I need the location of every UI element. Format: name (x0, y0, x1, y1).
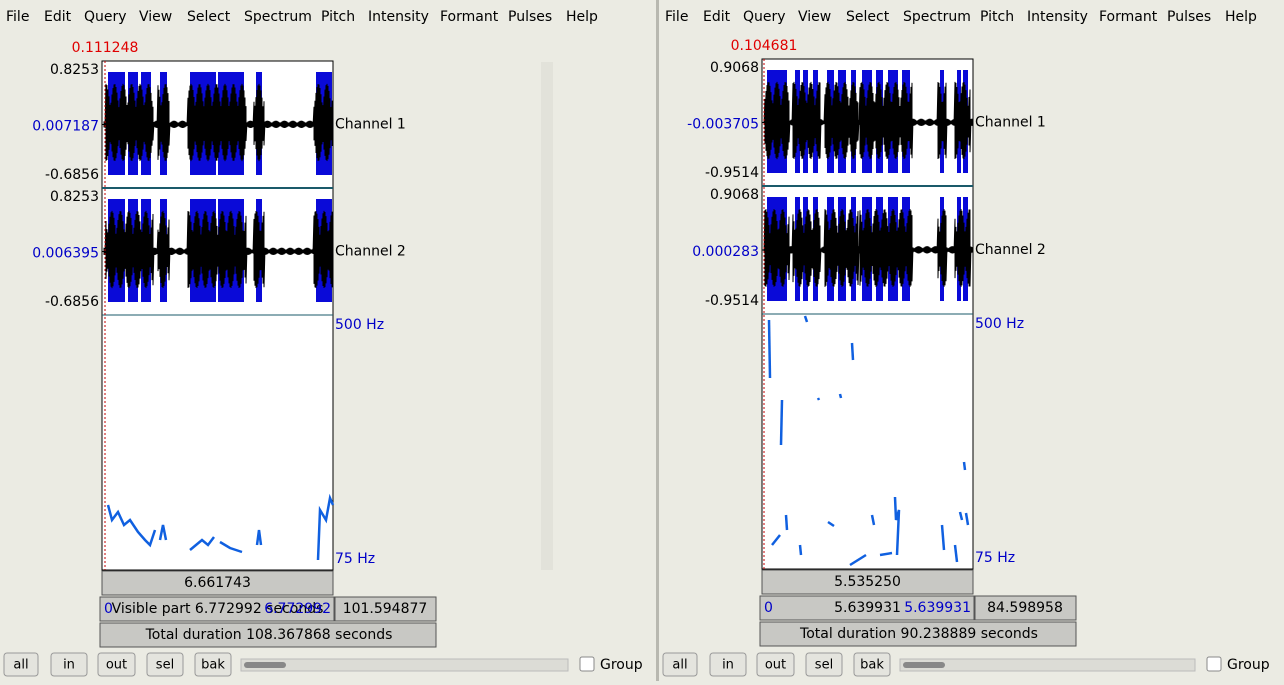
button-label[interactable]: sel (815, 658, 833, 673)
cursor-time: 0.111248 (72, 40, 139, 56)
menu-item[interactable]: Formant (1099, 9, 1158, 25)
menu-item[interactable]: Edit (703, 9, 731, 25)
pitch-contour (781, 400, 782, 445)
menu-item[interactable]: Pulses (508, 9, 552, 25)
scrollbar[interactable] (241, 659, 568, 671)
button-label[interactable]: in (63, 658, 75, 673)
button-label[interactable]: out (765, 658, 786, 673)
scrollbar-thumb[interactable] (244, 662, 286, 668)
selection-duration: 5.535250 (834, 574, 901, 590)
button-label[interactable]: out (106, 658, 127, 673)
menu-item[interactable]: Pulses (1167, 9, 1211, 25)
button-label[interactable]: bak (860, 658, 884, 673)
menu-item[interactable]: Pitch (321, 9, 355, 25)
visible-start: 0 (764, 600, 773, 616)
channel-max: 0.8253 (50, 62, 99, 78)
group-checkbox[interactable] (580, 657, 594, 671)
pitch-bottom: 75 Hz (975, 550, 1015, 566)
menu-item[interactable]: Help (1225, 9, 1257, 25)
group-checkbox[interactable] (1207, 657, 1221, 671)
menu-item[interactable]: Query (84, 9, 127, 25)
after-duration: 84.598958 (987, 600, 1063, 616)
cursor-time: 0.104681 (731, 38, 798, 54)
channel-name: Channel 2 (975, 242, 1046, 258)
pitch-contour (786, 515, 787, 530)
pitch-contour (964, 462, 965, 470)
total-duration: Total duration 90.238889 seconds (799, 626, 1038, 642)
menu-item[interactable]: Intensity (368, 9, 429, 25)
channel-mid: -0.003705 (687, 117, 759, 133)
menu-item[interactable]: Spectrum (903, 9, 971, 25)
pitch-contour (769, 320, 770, 378)
menu-item[interactable]: File (6, 9, 29, 25)
channel-name: Channel 1 (975, 115, 1046, 131)
channel-max: 0.8253 (50, 189, 99, 205)
button-label[interactable]: all (672, 658, 687, 673)
menu-item[interactable]: View (798, 9, 831, 25)
pitch-contour (800, 545, 801, 555)
pitch-contour (852, 343, 853, 360)
channel-max: 0.9068 (710, 60, 759, 76)
button-label[interactable]: bak (201, 658, 225, 673)
button-label[interactable]: in (722, 658, 734, 673)
menu-item[interactable]: File (665, 9, 688, 25)
group-label[interactable]: Group (1227, 657, 1270, 673)
channel-min: -0.9514 (705, 165, 759, 181)
pitch-top: 500 Hz (335, 317, 384, 333)
button-label[interactable]: sel (156, 658, 174, 673)
channel-name: Channel 1 (335, 117, 406, 133)
pitch-contour (840, 394, 841, 398)
channel-min: -0.6856 (45, 167, 99, 183)
menu-item[interactable]: View (139, 9, 172, 25)
menu-item[interactable]: Help (566, 9, 598, 25)
channel-max: 0.9068 (710, 187, 759, 203)
menu-item[interactable]: Select (187, 9, 231, 25)
channel-name: Channel 2 (335, 244, 406, 260)
pitch-top: 500 Hz (975, 316, 1024, 332)
visible-label: 5.639931 (834, 600, 901, 616)
window-divider (656, 0, 659, 681)
channel-mid: 0.006395 (32, 246, 99, 262)
menu-item[interactable]: Pitch (980, 9, 1014, 25)
channel-min: -0.6856 (45, 294, 99, 310)
visible-end: 5.639931 (904, 600, 971, 616)
menu-item[interactable]: Spectrum (244, 9, 312, 25)
menu-item[interactable]: Select (846, 9, 890, 25)
vertical-scrollbar (541, 62, 553, 570)
after-duration: 101.594877 (343, 601, 428, 617)
scrollbar-thumb[interactable] (903, 662, 945, 668)
channel-min: -0.9514 (705, 293, 759, 309)
pitch-contour (818, 398, 819, 400)
button-label[interactable]: all (13, 658, 28, 673)
channel-mid: 0.007187 (32, 119, 99, 135)
menu-item[interactable]: Query (743, 9, 786, 25)
total-duration: Total duration 108.367868 seconds (145, 627, 393, 643)
menu-item[interactable]: Edit (44, 9, 72, 25)
group-label[interactable]: Group (600, 657, 643, 673)
visible-end: 6.772992 (264, 601, 331, 617)
selection-duration: 6.661743 (184, 575, 251, 591)
menu-item[interactable]: Formant (440, 9, 499, 25)
menu-item[interactable]: Intensity (1027, 9, 1088, 25)
pitch-bottom: 75 Hz (335, 551, 375, 567)
channel-mid: 0.000283 (692, 244, 759, 260)
